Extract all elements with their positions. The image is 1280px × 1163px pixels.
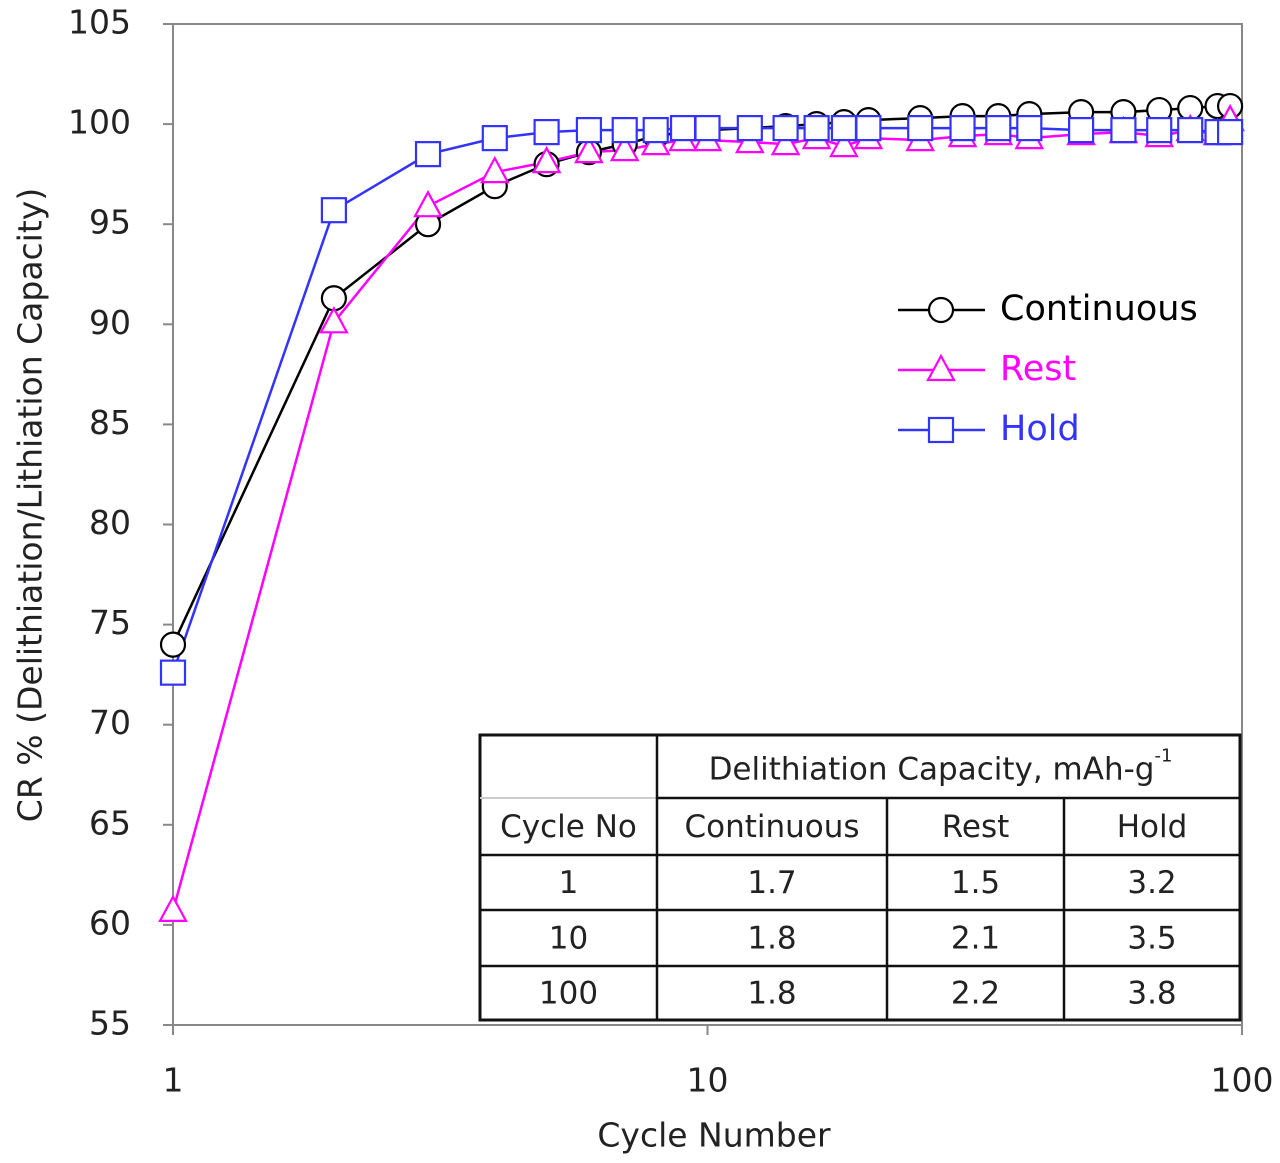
data-point (1216, 119, 1244, 146)
y-tick-label: 80 (89, 503, 131, 542)
table-bg (478, 733, 1242, 1022)
table-cell: 3.2 (1127, 865, 1176, 901)
table-cell: 1 (559, 865, 579, 901)
table-cell: 2.2 (951, 976, 1000, 1012)
data-point (669, 115, 697, 142)
table-cell: 3.5 (1127, 921, 1176, 957)
data-point (830, 115, 858, 142)
data-point (320, 197, 348, 224)
data-point (574, 135, 604, 164)
data-point (770, 127, 801, 156)
data-point (949, 115, 976, 142)
x-tick-label: 10 (687, 1061, 729, 1100)
data-point (642, 117, 669, 144)
y-tick-label: 55 (89, 1004, 131, 1043)
table-title-superscript: -1 (1154, 746, 1172, 767)
data-point (414, 141, 442, 168)
table-header: Rest (942, 809, 1010, 845)
data-point (1146, 117, 1173, 144)
y-tick-label: 100 (68, 103, 131, 142)
table-header: Continuous (684, 809, 859, 845)
table-header: Hold (1117, 809, 1188, 845)
legend-marker (927, 416, 955, 444)
data-point (1177, 117, 1204, 144)
x-tick-label: 100 (1211, 1061, 1274, 1100)
data-point (772, 115, 799, 142)
legend-label: Continuous (1000, 289, 1198, 329)
y-axis-label: CR % (Delithiation/Lithiation Capacity) (11, 188, 50, 822)
data-point (319, 305, 349, 334)
legend-label: Hold (1000, 409, 1080, 449)
table-title-text: Delithiation Capacity, mAh-g (709, 751, 1155, 787)
table-cell: 100 (539, 976, 598, 1012)
y-tick-label: 60 (89, 903, 131, 942)
y-tick-label: 75 (89, 603, 131, 642)
data-point (1016, 115, 1043, 142)
y-tick-label: 65 (89, 803, 131, 842)
data-point (694, 115, 721, 142)
table-title: Delithiation Capacity, mAh-g-1 (709, 746, 1173, 788)
x-tick-label: 1 (163, 1061, 184, 1100)
table-cell: 2.1 (951, 921, 1000, 957)
table-cell: 1.8 (747, 921, 796, 957)
y-tick-label: 105 (68, 3, 131, 42)
legend-marker (927, 296, 955, 324)
legend-marker (926, 353, 956, 382)
y-tick-label: 70 (89, 703, 131, 742)
table-cell: 1.5 (951, 865, 1000, 901)
data-point (533, 119, 560, 146)
data-point (736, 115, 763, 142)
data-point (609, 133, 640, 162)
data-point (575, 117, 603, 144)
table-header: Cycle No (500, 809, 637, 845)
data-point (907, 115, 934, 142)
table-cell: 1.7 (747, 865, 796, 901)
y-tick-label: 85 (89, 403, 131, 442)
table-cell: 3.8 (1127, 976, 1176, 1012)
data-point (985, 115, 1012, 142)
table-cell: 1.8 (747, 976, 796, 1012)
data-point (413, 189, 443, 218)
legend-label: Rest (1000, 349, 1076, 389)
data-point (1067, 117, 1095, 144)
data-point (803, 115, 830, 142)
data-point (159, 631, 187, 658)
data-point (829, 129, 859, 158)
data-point (855, 115, 882, 142)
data-point (611, 117, 638, 144)
data-point (531, 145, 562, 174)
data-point (159, 659, 187, 686)
data-point (158, 894, 188, 922)
x-axis-label: Cycle Number (597, 1116, 831, 1155)
data-point (479, 155, 510, 184)
data-point (1110, 117, 1137, 144)
table-cell: 10 (549, 921, 588, 957)
data-point (481, 125, 508, 152)
y-tick-label: 90 (89, 303, 131, 342)
y-tick-label: 95 (89, 203, 131, 242)
